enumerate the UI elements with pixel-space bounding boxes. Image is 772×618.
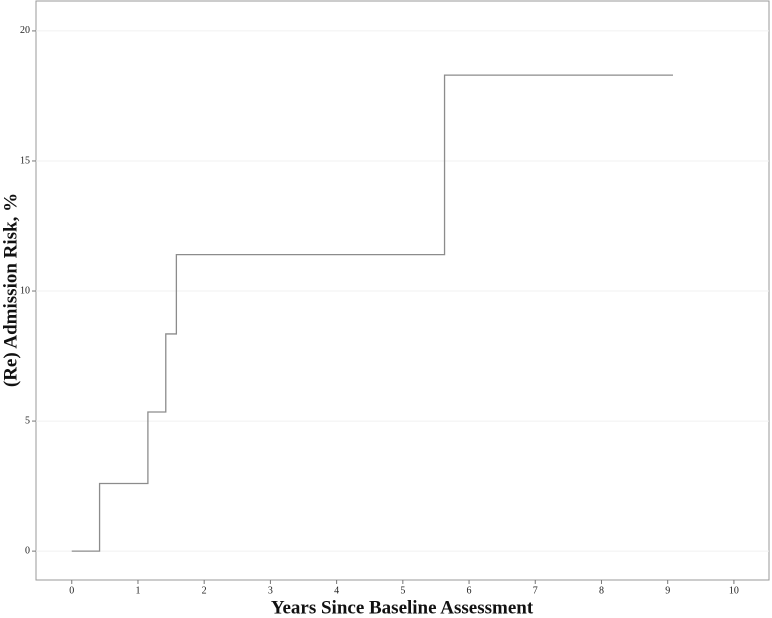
x-tick-label: 9 xyxy=(665,585,670,596)
plot-frame xyxy=(35,0,770,581)
y-axis-title: (Re) Admission Risk, % xyxy=(0,193,21,387)
x-axis-title: Years Since Baseline Assessment xyxy=(271,597,534,618)
x-tick-label: 5 xyxy=(400,585,405,596)
x-tick-label: 7 xyxy=(533,585,538,596)
x-tick-label: 0 xyxy=(69,585,74,596)
step-line xyxy=(71,74,673,552)
x-tick-label: 1 xyxy=(135,585,140,596)
y-tick-label: 0 xyxy=(25,545,30,556)
x-tick-label: 3 xyxy=(268,585,273,596)
x-tick-label: 8 xyxy=(599,585,604,596)
x-tick-label: 10 xyxy=(729,585,739,596)
y-tick-label: 10 xyxy=(20,285,30,296)
x-tick-label: 2 xyxy=(202,585,207,596)
x-tick-label: 4 xyxy=(334,585,339,596)
y-tick-label: 20 xyxy=(20,25,30,36)
x-tick-label: 6 xyxy=(467,585,472,596)
y-tick-label: 15 xyxy=(20,155,30,166)
y-tick-label: 5 xyxy=(25,415,30,426)
